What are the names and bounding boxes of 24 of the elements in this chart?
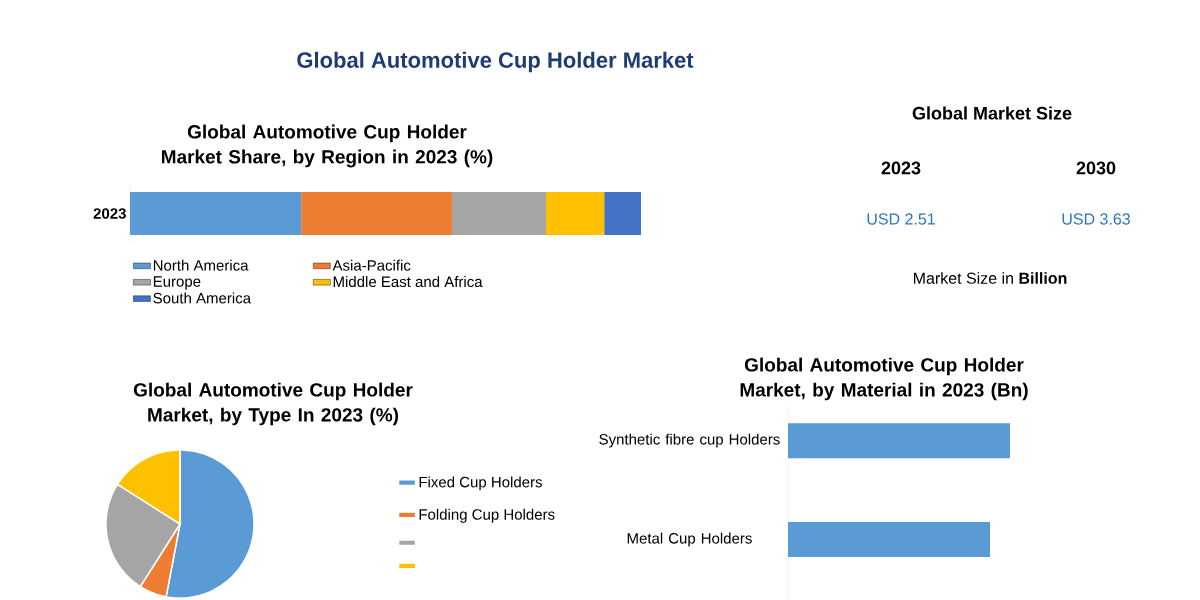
- text: USD 3.63: [1062, 213, 1130, 225]
- bar: [451, 192, 546, 235]
- chart-title: Global Automotive Cup Holder Market: [297, 51, 694, 73]
- bar: [604, 192, 642, 235]
- bar: [130, 192, 302, 235]
- chart-subtitle: Global Automotive Cup Holder Market Share, by Region in 2023 (%): [161, 124, 493, 168]
- y-tick-label: Synthetic fibre cup Holders: [599, 433, 780, 448]
- text: Market Size in Billion: [913, 272, 1067, 284]
- legend-label: Folding Cup Holders: [419, 508, 555, 523]
- legend-label: Fixed Cup Holders: [419, 476, 542, 491]
- category-label: 2023: [881, 161, 921, 175]
- legend-label: Europe: [153, 276, 201, 290]
- y-tick-label: Metal Cup Holders: [627, 532, 752, 547]
- text: USD 2.51: [867, 213, 935, 225]
- chart-title: Global Automotive Cup Holder Market, by Type In 2023 (%): [133, 382, 413, 426]
- legend-label: North America: [153, 259, 249, 271]
- legend-label: Asia-Pacific: [332, 259, 411, 271]
- legend-label: South America: [153, 292, 252, 304]
- legend-label: Middle East and Africa: [333, 276, 483, 288]
- bar: [301, 192, 452, 235]
- bar: [545, 192, 605, 235]
- category-label: 2030: [1076, 161, 1116, 175]
- chart-title: Global Automotive Cup Holder Market, by Material in 2023 (Bn): [740, 357, 1028, 401]
- text: Global Market Size: [912, 106, 1072, 120]
